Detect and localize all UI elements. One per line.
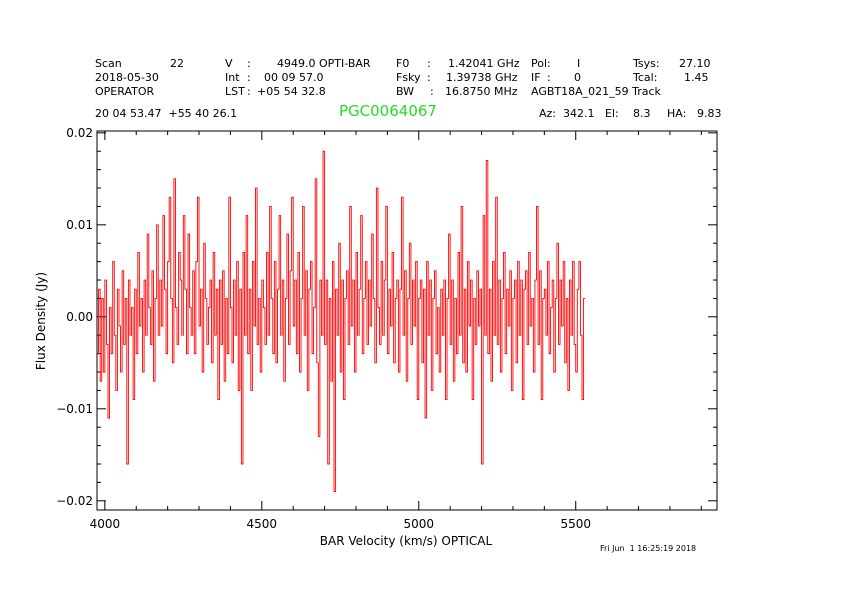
el-value: 8.3 — [633, 107, 651, 120]
series-layer — [97, 150, 586, 493]
pol-label: Pol: — [531, 57, 551, 70]
fsky-value: 1.39738 GHz — [446, 71, 518, 84]
y-tick-label: −0.01 — [56, 402, 93, 416]
v-label: V — [225, 57, 233, 70]
ha-label: HA: — [667, 107, 687, 120]
az-label: Az: — [539, 107, 557, 120]
axis-ticks: 4000 4500 5000 5500 −0.02 −0.01 0.00 0.01 0.02 — [56, 126, 717, 531]
tcal-value: 1.45 — [684, 71, 709, 84]
y-tick-label: 0.00 — [66, 310, 93, 324]
if-label: IF — [531, 71, 541, 84]
date: 2018-05-30 — [95, 71, 159, 84]
x-tick-label: 4000 — [90, 517, 121, 531]
pol-value: I — [577, 57, 581, 70]
bw-value: 16.8750 MHz — [445, 85, 518, 98]
lst-value: +05 54 32.8 — [257, 85, 326, 98]
int-value: 00 09 57.0 — [264, 71, 324, 84]
f0-value: 1.42041 GHz — [448, 57, 520, 70]
v-value: 4949.0 OPTI-BAR — [277, 57, 371, 70]
x-tick-label: 5500 — [560, 517, 591, 531]
fsky-label: Fsky — [396, 71, 421, 84]
y-tick-label: 0.01 — [66, 218, 93, 232]
y-axis-label: Flux Density (Jy) — [34, 272, 48, 370]
ha-value: 9.83 — [697, 107, 722, 120]
tcal-label: Tcal: — [633, 71, 658, 84]
if-value: 0 — [574, 71, 581, 84]
lst-label: LST — [225, 85, 245, 98]
int-label: Int — [225, 71, 240, 84]
timestamp: Fri Jun 1 16:25:19 2018 — [600, 544, 697, 553]
x-tick-label: 4500 — [247, 517, 278, 531]
chart-title: PGC0064067 — [339, 102, 437, 120]
y-tick-label: 0.02 — [66, 126, 93, 140]
observer: OPERATOR — [95, 85, 155, 98]
scan-label: Scan — [95, 57, 122, 70]
x-tick-label: 5000 — [403, 517, 434, 531]
bw-label: BW — [396, 85, 415, 98]
project: AGBT18A_021_59 Track — [531, 85, 661, 98]
spectrum-line — [97, 150, 586, 493]
scan-value: 22 — [170, 57, 184, 70]
axes-frame — [96, 130, 718, 511]
f0-label: F0 — [396, 57, 410, 70]
x-axis-label: BAR Velocity (km/s) OPTICAL — [320, 534, 493, 548]
tsys-value: 27.10 — [679, 57, 711, 70]
axes-frame-layer — [96, 130, 718, 511]
y-tick-label: −0.02 — [56, 494, 93, 508]
coordinates: 20 04 53.47 +55 40 26.1 — [95, 107, 238, 120]
tsys-label: Tsys: — [633, 57, 660, 70]
el-label: El: — [605, 107, 619, 120]
az-value: 342.1 — [563, 107, 595, 120]
